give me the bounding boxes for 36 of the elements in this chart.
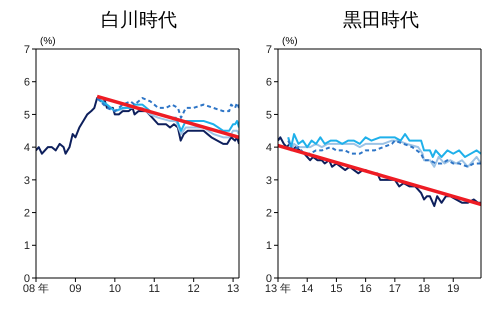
x-tick-label: 16	[360, 282, 372, 295]
x-tick-label: 13 年	[264, 282, 292, 295]
y-tick-label: 5	[24, 109, 30, 122]
y-tick-label: 3	[24, 174, 30, 187]
y-tick-label: 2	[266, 207, 272, 220]
y-tick-label: 0	[24, 272, 30, 285]
x-tick-label: 19	[447, 282, 460, 295]
x-tick-label: 12	[188, 282, 200, 295]
y-tick-label: 6	[266, 76, 272, 89]
y-tick-label: 6	[24, 76, 30, 89]
x-tick-label: 15	[330, 282, 343, 295]
x-tick-label: 08 年	[22, 282, 50, 295]
x-tick-label: 09	[69, 282, 82, 295]
line-series	[287, 133, 481, 158]
y-axis-title: (%)	[282, 36, 298, 47]
y-tick-label: 5	[266, 109, 272, 122]
y-tick-label: 7	[266, 44, 272, 56]
y-axis-title: (%)	[40, 36, 56, 47]
chart-title: 黒田時代	[342, 9, 420, 33]
x-tick-label: 18	[418, 282, 430, 295]
chart-title: 白川時代	[100, 9, 178, 33]
y-tick-label: 4	[24, 142, 30, 154]
line-series	[96, 97, 239, 119]
y-tick-label: 1	[24, 240, 30, 252]
x-tick-label: 17	[388, 282, 401, 295]
x-tick-label: 13	[226, 282, 240, 295]
y-tick-label: 1	[266, 240, 272, 252]
y-tick-label: 4	[266, 142, 272, 154]
x-tick-label: 10	[108, 282, 121, 295]
line-series	[36, 97, 239, 155]
y-tick-label: 0	[266, 272, 272, 285]
x-tick-label: 14	[301, 282, 314, 295]
y-tick-label: 7	[24, 44, 30, 56]
y-tick-label: 2	[24, 207, 30, 220]
y-tick-label: 3	[266, 174, 272, 187]
x-tick-label: 11	[148, 282, 160, 295]
